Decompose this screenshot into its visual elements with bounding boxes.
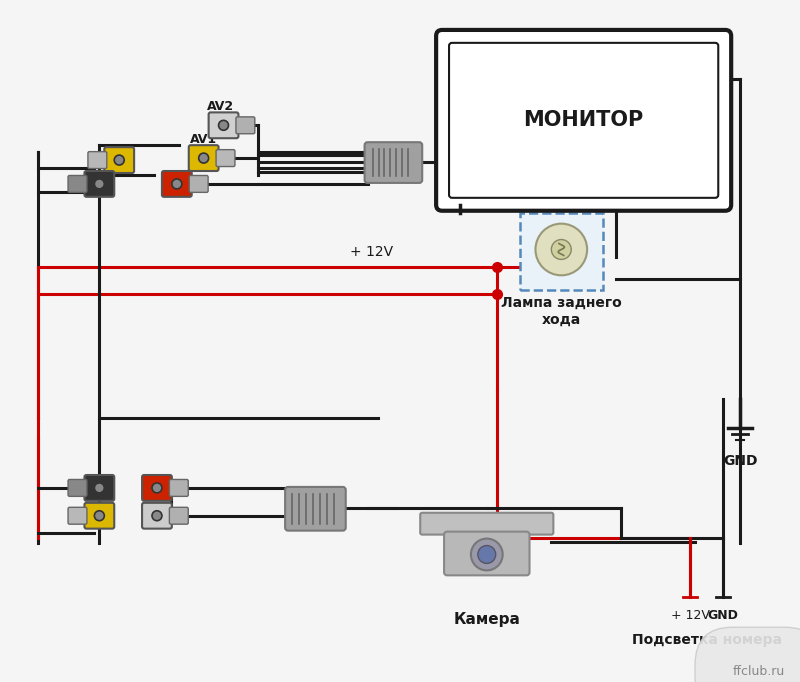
FancyBboxPatch shape xyxy=(142,503,172,529)
FancyBboxPatch shape xyxy=(104,147,134,173)
Circle shape xyxy=(478,546,496,563)
FancyBboxPatch shape xyxy=(365,142,422,183)
Circle shape xyxy=(551,239,571,259)
FancyBboxPatch shape xyxy=(85,475,114,501)
FancyBboxPatch shape xyxy=(88,151,106,168)
FancyBboxPatch shape xyxy=(170,479,188,496)
FancyBboxPatch shape xyxy=(85,503,114,529)
FancyBboxPatch shape xyxy=(449,43,718,198)
FancyBboxPatch shape xyxy=(420,513,554,535)
FancyBboxPatch shape xyxy=(519,213,603,291)
FancyBboxPatch shape xyxy=(85,171,114,197)
Text: + 12V: + 12V xyxy=(671,609,710,622)
FancyBboxPatch shape xyxy=(189,145,218,171)
Text: ffclub.ru: ffclub.ru xyxy=(733,665,785,678)
Circle shape xyxy=(471,539,502,570)
FancyBboxPatch shape xyxy=(209,113,238,138)
Text: GND: GND xyxy=(723,454,758,468)
Circle shape xyxy=(94,179,104,189)
FancyBboxPatch shape xyxy=(285,487,346,531)
FancyBboxPatch shape xyxy=(68,507,87,524)
FancyBboxPatch shape xyxy=(444,532,530,576)
Circle shape xyxy=(94,483,104,493)
Text: GND: GND xyxy=(708,609,738,622)
FancyBboxPatch shape xyxy=(68,479,87,496)
Circle shape xyxy=(198,153,209,163)
FancyBboxPatch shape xyxy=(436,30,731,211)
Text: + 12V: + 12V xyxy=(350,245,393,258)
Text: Камера: Камера xyxy=(454,612,520,627)
Circle shape xyxy=(152,511,162,520)
FancyBboxPatch shape xyxy=(162,171,192,197)
Text: МОНИТОР: МОНИТОР xyxy=(523,110,644,130)
Circle shape xyxy=(114,155,124,165)
Text: Подсветка номера: Подсветка номера xyxy=(632,633,782,647)
Circle shape xyxy=(218,120,229,130)
FancyBboxPatch shape xyxy=(236,117,255,134)
Text: AV1: AV1 xyxy=(190,133,218,146)
Circle shape xyxy=(94,511,104,520)
Circle shape xyxy=(152,483,162,493)
Circle shape xyxy=(172,179,182,189)
Text: Лампа заднего
хода: Лампа заднего хода xyxy=(501,296,622,327)
Circle shape xyxy=(535,224,587,276)
FancyBboxPatch shape xyxy=(68,175,87,192)
Text: AV2: AV2 xyxy=(207,100,234,113)
FancyBboxPatch shape xyxy=(216,149,235,166)
FancyBboxPatch shape xyxy=(142,475,172,501)
FancyBboxPatch shape xyxy=(170,507,188,524)
FancyBboxPatch shape xyxy=(190,175,208,192)
